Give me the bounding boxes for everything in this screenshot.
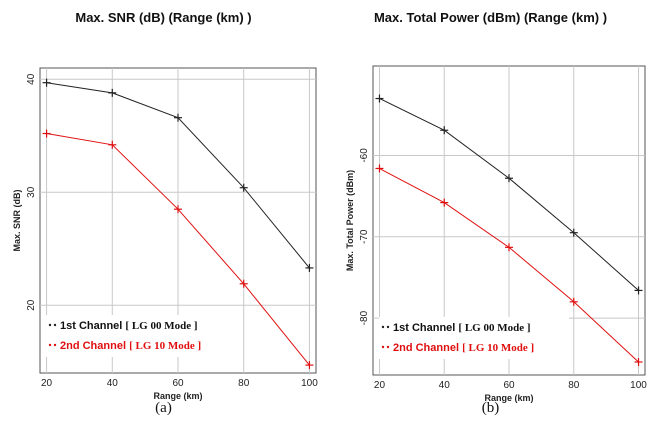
data-point [634,357,643,366]
data-point [108,140,117,149]
data-point [239,279,248,288]
legend-item: 1st Channel [ LG 00 Mode ] [48,320,198,332]
legend-item: 1st Channel [ LG 00 Mode ] [381,322,531,334]
legend-item: 2nd Channel [ LG 10 Mode ] [48,340,201,352]
y-tick-label: 30 [26,186,37,198]
x-tick-label: 20 [41,378,53,389]
y-tick-label: -60 [359,148,370,163]
chart-title-b: Max. Total Power (dBm) (Range (km) ) [373,10,608,25]
data-point [505,243,513,252]
x-axis-label: Range (km) [484,393,533,403]
chart-panel-b: Max. Total Power (dBm) (Range (km) ) 20 4… [327,0,654,425]
y-tick-label: 20 [26,299,37,311]
data-point [42,78,51,87]
data-point [569,228,578,237]
x-tick-label: 100 [301,378,318,389]
data-point [108,88,117,97]
y-axis-label: Max. Total Power (dBm) [345,170,355,271]
x-axis-label: Range (km) [153,391,202,401]
data-point [440,198,449,207]
y-tick-label: -70 [359,229,370,244]
x-tick-label: 100 [630,380,647,391]
y-tick-label: 40 [26,73,37,85]
chart-panel-a: Max. SNR (dB) (Range (km) ) 20 40 60 80 100 2… [12,10,318,416]
chart-caption-a: (a) [155,400,172,416]
x-tick-label: 40 [439,380,451,391]
x-tick-label: 80 [238,378,250,389]
data-point [440,126,449,135]
data-point [174,205,182,214]
data-point [634,286,643,295]
data-point [174,113,182,122]
legend-item: 2nd Channel [ LG 10 Mode ] [381,342,534,354]
data-point [375,94,384,103]
chart-title-a: Max. SNR (dB) (Range (km) ) [75,10,252,25]
data-point [305,361,314,370]
x-tick-label: 80 [568,380,580,391]
x-tick-label: 60 [503,380,515,391]
data-point [375,164,384,173]
legend [46,315,236,357]
chart-caption-b: (b) [481,400,500,416]
legend-label: 2nd Channel [ LG 10 Mode ] [393,342,534,354]
legend-label: 1st Channel [ LG 00 Mode ] [393,322,531,334]
legend [379,317,569,359]
data-point [305,263,314,272]
x-tick-label: 60 [172,378,184,389]
x-tick-label: 20 [374,380,386,391]
data-point [42,129,51,138]
x-tick-label: 40 [107,378,119,389]
data-point [569,297,578,306]
y-axis-label: Max. SNR (dB) [12,189,22,251]
legend-label: 1st Channel [ LG 00 Mode ] [60,320,198,332]
data-point [239,183,248,192]
chart-a: 20 40 60 80 100 20 30 40 Range (km) Max. SNR (dB)… [12,67,318,401]
chart-b: 20 40 60 80 100 -60 -70 -80 Range (km) Max. Total… [345,65,647,403]
y-tick-label: -80 [359,310,370,325]
legend-label: 2nd Channel [ LG 10 Mode ] [60,340,201,352]
data-point [505,174,513,183]
